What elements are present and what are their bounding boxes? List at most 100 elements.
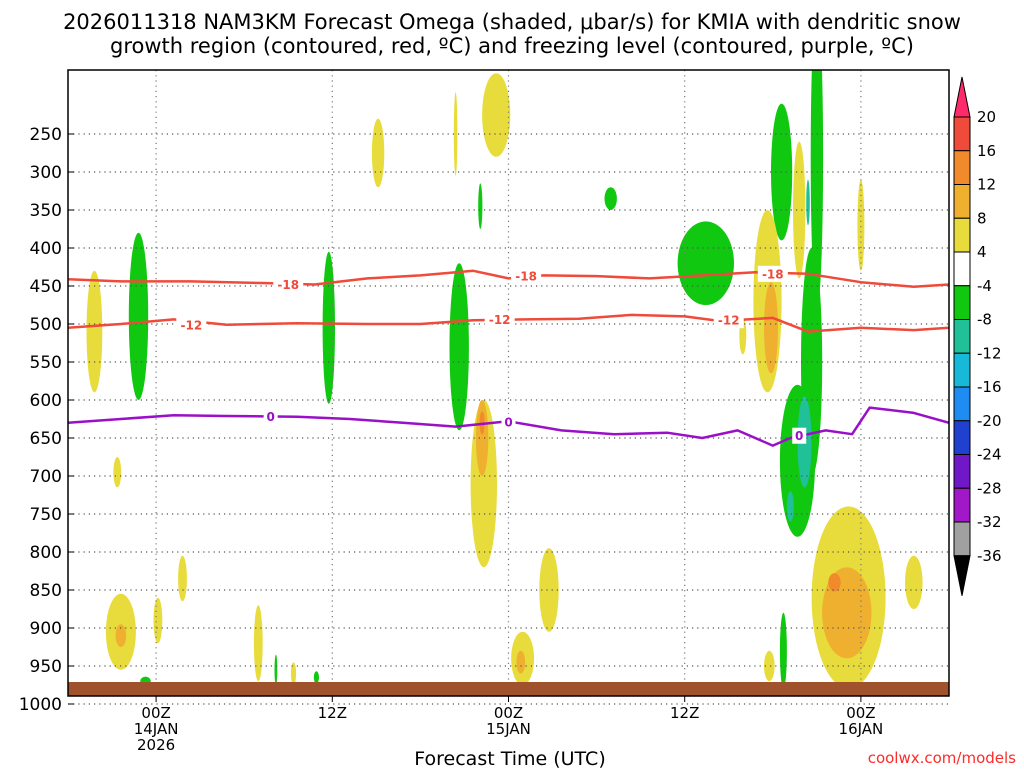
omega-blob-0: [128, 232, 149, 400]
colorbar-label-20: 20: [977, 108, 996, 126]
omega-blob-33: [764, 650, 775, 682]
y-tick-label-300: 300: [30, 163, 62, 183]
omega-blob-35: [857, 179, 865, 271]
x-tick-label: 14JAN: [134, 720, 179, 738]
freezing-level-0-label-bg: [501, 414, 516, 431]
omega-shading: [86, 70, 923, 689]
colorbar-top-arrow: [953, 76, 971, 118]
y-tick-label-650: 650: [30, 429, 62, 449]
colorbar-label-12: 12: [977, 176, 996, 194]
colorbar-segment-6: [953, 319, 971, 354]
dgz-minus12-label: -12: [489, 313, 511, 327]
omega-blob-1: [322, 251, 335, 404]
omega-blob-21: [178, 555, 187, 602]
y-tick-label-800: 800: [30, 543, 62, 563]
x-tick-label: 15JAN: [486, 720, 531, 738]
dgz-minus18-label: -18: [515, 270, 537, 284]
omega-blob-36: [905, 555, 923, 610]
omega-blob-5: [677, 221, 734, 305]
y-tick-label-250: 250: [30, 125, 62, 145]
chart-title-line2: growth region (contoured, red, ºC) and f…: [110, 34, 914, 58]
colorbar-segment-2: [953, 184, 971, 219]
omega-blob-16: [786, 491, 794, 522]
omega-blob-17: [86, 270, 103, 393]
dgz-minus12-label: -12: [180, 318, 202, 332]
colorbar-label--12: -12: [977, 344, 1002, 362]
colorbar-segment-12: [953, 521, 971, 557]
y-tick-label-850: 850: [30, 581, 62, 601]
credit-text: coolwx.com/models: [868, 749, 1016, 767]
y-tick-label-1000: 1000: [19, 695, 62, 715]
y-tick-label-700: 700: [30, 467, 62, 487]
colorbar-label--32: -32: [977, 513, 1002, 531]
colorbar-segment-11: [953, 487, 971, 523]
omega-blob-29: [539, 548, 559, 632]
omega-blob-10: [779, 612, 787, 689]
omega-blob-39: [475, 400, 489, 476]
omega-blob-38: [764, 282, 778, 374]
y-tick-label-350: 350: [30, 201, 62, 221]
omega-blob-3: [478, 183, 483, 229]
dgz-minus18-label-bg: [511, 268, 542, 285]
colorbar-segment-9: [953, 420, 971, 455]
omega-blob-32: [793, 141, 806, 279]
freezing-level-0-label: 0: [795, 429, 803, 443]
y-tick-label-900: 900: [30, 619, 62, 639]
omega-blob-40: [516, 650, 526, 674]
terrain-surface: [68, 682, 949, 696]
colorbar-bottom-arrow: [953, 555, 971, 596]
omega-blob-15: [806, 179, 810, 226]
omega-blob-23: [290, 662, 297, 685]
contours: -18 -18 -18 -12 -12 -12 0 0 0: [68, 265, 949, 447]
y-tick-label-500: 500: [30, 315, 62, 335]
colorbar-label--16: -16: [977, 378, 1002, 396]
colorbar-label-4: 4: [977, 243, 987, 261]
x-tick-label: 12Z: [318, 704, 347, 722]
colorbar-segment-5: [953, 285, 971, 320]
x-tick-label: 00Z: [141, 704, 170, 722]
colorbar-label--8: -8: [977, 311, 992, 329]
x-tick-label: 00Z: [494, 704, 523, 722]
colorbar-segment-0: [953, 116, 971, 152]
chart-title-line1: 2026011318 NAM3KM Forecast Omega (shaded…: [63, 10, 961, 34]
dgz-minus18-label-bg: [273, 276, 304, 293]
omega-blob-24: [371, 118, 385, 188]
omega-blob-43: [828, 573, 841, 592]
omega-blob-4: [604, 187, 617, 211]
freezing-level-0-label: 0: [504, 416, 512, 430]
colorbar-label--28: -28: [977, 479, 1002, 497]
plot-area: -18 -18 -18 -12 -12 -12 0 0 0: [67, 69, 950, 705]
dgz-minus12-label-bg: [484, 311, 515, 328]
y-tick-label-950: 950: [30, 657, 62, 677]
colorbar-label--20: -20: [977, 412, 1002, 430]
dgz-minus12-label: -12: [718, 314, 740, 328]
omega-blob-22: [253, 605, 263, 682]
colorbar-segment-10: [953, 454, 971, 489]
gridlines: [68, 70, 949, 705]
x-tick-label: 2026: [137, 736, 175, 754]
colorbar-segment-1: [953, 150, 971, 185]
dgz-minus12-label-bg: [176, 316, 207, 333]
omega-blob-41: [115, 624, 127, 647]
y-tick-label-400: 400: [30, 239, 62, 259]
omega-blob-26: [482, 73, 511, 157]
freezing-level-0-line: [68, 406, 949, 447]
dgz-minus18-label: -18: [762, 267, 784, 281]
dgz-minus18-label: -18: [277, 278, 299, 292]
x-tick-label: 00Z: [846, 704, 875, 722]
y-tick-label-450: 450: [30, 277, 62, 297]
colorbar: 20 16 12 8 4 -4 -8 -12 -16 -20 -24 -28 -32 -36: [953, 76, 1002, 596]
dgz-minus12-label-bg: [713, 312, 744, 329]
omega-blob-20: [153, 597, 163, 644]
colorbar-label-8: 8: [977, 209, 987, 227]
y-axis: 250 300 350 400 450 500 550 600 650 700 750 800 850 9…: [19, 125, 74, 715]
x-tick-label: 16JAN: [839, 720, 884, 738]
omega-blob-19: [113, 457, 122, 488]
omega-blob-9: [810, 70, 824, 309]
x-axis-title: Forecast Time (UTC): [414, 748, 605, 768]
y-tick-label-600: 600: [30, 391, 62, 411]
freezing-level-0-label: 0: [266, 410, 274, 424]
omega-blob-12: [313, 671, 319, 684]
